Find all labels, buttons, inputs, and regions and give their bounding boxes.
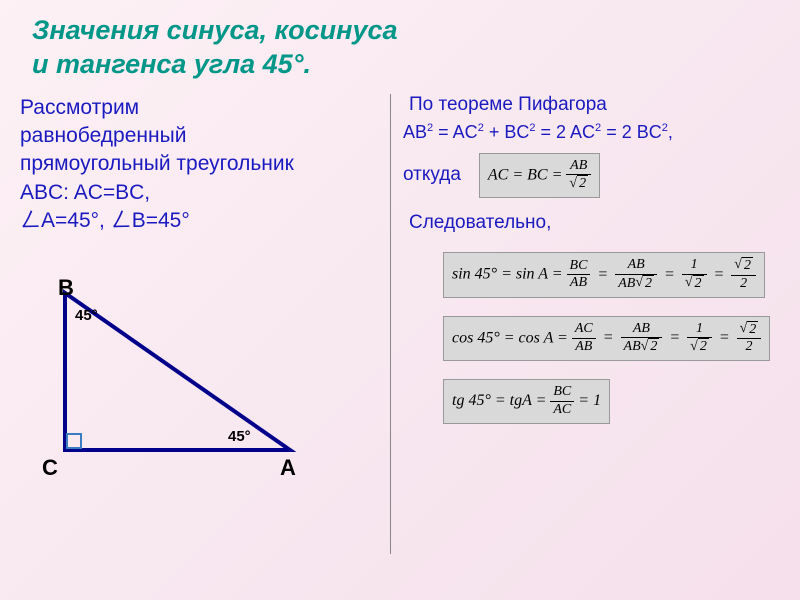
title-line2: и тангенса угла 45°.: [32, 49, 311, 79]
cf1d: AB: [572, 339, 596, 356]
cf3d: 2: [698, 338, 709, 356]
sf4n: 2: [742, 257, 753, 275]
tg45-formula: tg 45° = tgA = BCAC = 1: [443, 379, 610, 424]
cos-prefix: cos 45° = cos A =: [452, 329, 568, 346]
vertex-a-label: A: [280, 455, 296, 481]
sf4d: 2: [731, 276, 756, 293]
vertex-b-label: B: [58, 275, 74, 301]
sf2dp: AB: [618, 276, 635, 291]
whence-label: откуда: [403, 164, 461, 186]
sin45-formula: sin 45° = sin A = BCAB = ABAB2 = 12 = 22: [443, 252, 765, 298]
sf2ds: 2: [643, 275, 654, 293]
triangle-shape: [65, 293, 290, 450]
sin-prefix: sin 45° = sin A =: [452, 266, 563, 283]
cf4n: 2: [747, 321, 758, 339]
vertex-c-label: C: [42, 455, 58, 481]
cf4d: 2: [737, 339, 762, 356]
sf1n: BC: [567, 258, 591, 276]
cf2dp: AB: [624, 339, 641, 354]
pythagoras-equation: AB2 = AC2 + BC2 = 2 AC2 = 2 BC2,: [403, 122, 790, 143]
tg-result: = 1: [578, 392, 601, 409]
eq-p2: + BC: [489, 122, 530, 142]
cf2ds: 2: [648, 338, 659, 356]
intro-text: Рассмотрим равнобедренный прямоугольный …: [20, 94, 390, 236]
cos-formula-wrap: cos 45° = cos A = ACAB = ABAB2 = 12 = 22: [443, 316, 790, 362]
sin-formula-wrap: sin 45° = sin A = BCAB = ABAB2 = 12 = 22: [443, 252, 790, 298]
tf1d: AC: [550, 402, 574, 419]
cos45-formula: cos 45° = cos A = ACAB = ABAB2 = 12 = 22: [443, 316, 770, 362]
whence-row: откуда AC = BC = AB 2: [403, 153, 790, 199]
eq-p3: = 2 AC: [541, 122, 596, 142]
cf1n: AC: [572, 321, 596, 339]
angle-b-label: 45°: [75, 307, 98, 324]
intro-3: прямоугольный треугольник: [20, 152, 294, 175]
intro-1: Рассмотрим: [20, 96, 139, 119]
sf3n: 1: [682, 257, 707, 275]
tg-formula-wrap: tg 45° = tgA = BCAC = 1: [443, 379, 790, 424]
eq-p5: ,: [668, 122, 673, 142]
intro-2: равнобедренный: [20, 124, 186, 147]
cf2n: AB: [621, 321, 663, 339]
intro-4: ABC: AC=BC,: [20, 181, 150, 204]
eq-p0: AB: [403, 122, 427, 142]
acbc-den: 2: [577, 175, 588, 193]
sf1d: AB: [567, 275, 591, 292]
angle-a-label: 45°: [228, 428, 251, 445]
acbc-num: AB: [566, 158, 591, 176]
ac-bc-formula: AC = BC = AB 2: [479, 153, 600, 199]
pythagoras-label: По теореме Пифагора: [403, 94, 790, 116]
right-column: По теореме Пифагора AB2 = AC2 + BC2 = 2 …: [390, 94, 790, 554]
page-title: Значения синуса, косинуса и тангенса угл…: [0, 0, 800, 82]
cf3n: 1: [687, 321, 712, 339]
therefore-label: Следовательно,: [403, 212, 790, 234]
acbc-lhs: AC = BC =: [488, 166, 562, 183]
sf2n: AB: [615, 257, 657, 275]
intro-5: ㄥA=45°, ㄥB=45°: [20, 209, 190, 232]
right-angle-icon: [67, 434, 81, 448]
sf3d: 2: [693, 275, 704, 293]
tg-prefix: tg 45° = tgA =: [452, 392, 546, 409]
tf1n: BC: [550, 384, 574, 402]
eq-p1: = AC: [438, 122, 478, 142]
eq-p4: = 2 BC: [606, 122, 662, 142]
title-line1: Значения синуса, косинуса: [32, 15, 398, 45]
